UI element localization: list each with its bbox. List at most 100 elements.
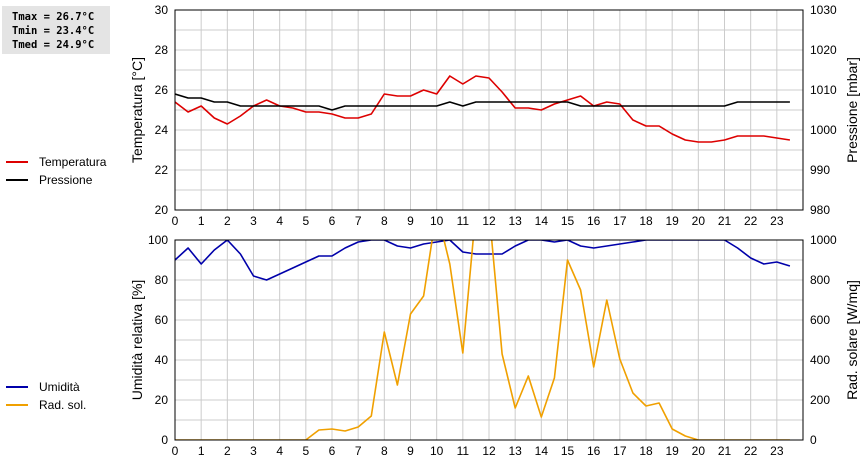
top-xtick-label: 13: [508, 214, 522, 228]
legend-item-rad-sol: Rad. sol.: [6, 396, 86, 414]
top-xtick-label: 23: [770, 214, 784, 228]
top-xtick-label: 14: [535, 214, 549, 228]
bottom-ytick-label: 80: [155, 273, 169, 287]
top-ylabel: Temperatura [°C]: [129, 57, 145, 163]
top-xtick-label: 2: [224, 214, 231, 228]
bottom-xtick-label: 6: [329, 444, 336, 458]
top-plot-frame: [174, 9, 804, 211]
top-y2tick-label: 980: [810, 203, 830, 217]
bottom-xtick-label: 5: [302, 444, 309, 458]
bottom-xtick-label: 15: [561, 444, 575, 458]
top-ytick-label: 26: [155, 83, 169, 97]
legend-top: Temperatura Pressione: [6, 153, 106, 189]
legend-label-temperatura: Temperatura: [39, 155, 107, 169]
top-ytick-label: 30: [155, 3, 169, 17]
bottom-xtick-label: 9: [407, 444, 414, 458]
top-xtick-label: 19: [665, 214, 679, 228]
top-xtick-label: 10: [430, 214, 444, 228]
top-xtick-label: 15: [561, 214, 575, 228]
top-xtick-label: 18: [639, 214, 653, 228]
bottom-xtick-label: 2: [224, 444, 231, 458]
top-xtick-label: 9: [407, 214, 414, 228]
bottom-ytick-label: 100: [148, 233, 168, 247]
top-y2tick-label: 1010: [810, 83, 837, 97]
bottom-series-rad-sol: [175, 240, 790, 440]
bottom-ytick-label: 0: [161, 433, 168, 447]
top-xtick-label: 17: [613, 214, 627, 228]
top-xtick-label: 3: [250, 214, 257, 228]
top-y2tick-label: 1000: [810, 123, 837, 137]
bottom-xtick-label: 14: [535, 444, 549, 458]
legend-label-umidita: Umidità: [39, 380, 80, 394]
bottom-xtick-label: 12: [482, 444, 496, 458]
top-xtick-label: 16: [587, 214, 601, 228]
top-xtick-label: 11: [457, 214, 470, 228]
bottom-y2tick-label: 400: [810, 353, 830, 367]
bottom-xtick-label: 18: [639, 444, 653, 458]
top-xtick-label: 4: [276, 214, 283, 228]
top-series-group: [175, 75, 791, 143]
bottom-ytick-label: 40: [155, 353, 169, 367]
top-xtick-label: 20: [692, 214, 706, 228]
top-y2tick-label: 1020: [810, 43, 837, 57]
bottom-xtick-label: 3: [250, 444, 257, 458]
legend-swatch-umidita: [6, 386, 28, 388]
bottom-xtick-label: 11: [457, 444, 470, 458]
top-xtick-label: 21: [718, 214, 732, 228]
top-ytick-label: 28: [155, 43, 169, 57]
top-ytick-label: 24: [155, 123, 169, 137]
bottom-y2tick-label: 1000: [810, 233, 837, 247]
bottom-series-umidit: [175, 240, 791, 281]
legend-item-temperatura: Temperatura: [6, 153, 106, 171]
bottom-xtick-label: 19: [665, 444, 679, 458]
bottom-xtick-label: 1: [198, 444, 205, 458]
top-xtick-label: 7: [355, 214, 362, 228]
top-xtick-label: 5: [302, 214, 309, 228]
top-series-pressione: [175, 93, 790, 111]
legend-swatch-rad-sol: [6, 404, 28, 406]
bottom-ylabel: Umidità relativa [%]: [129, 280, 145, 401]
top-xtick-label: 6: [329, 214, 336, 228]
top-ytick-label: 20: [155, 203, 169, 217]
top-y2tick-label: 990: [810, 163, 830, 177]
bottom-xtick-label: 17: [613, 444, 627, 458]
legend-item-pressione: Pressione: [6, 171, 106, 189]
top-ytick-label: 22: [155, 163, 169, 177]
top-xtick-label: 22: [744, 214, 758, 228]
bottom-xtick-label: 21: [718, 444, 732, 458]
top-y2tick-label: 1030: [810, 3, 837, 17]
stats-box: Tmax = 26.7°C Tmin = 23.4°C Tmed = 24.9°…: [2, 6, 110, 54]
bottom-y2tick-label: 800: [810, 273, 830, 287]
top-xtick-label: 8: [381, 214, 388, 228]
top-xtick-label: 1: [198, 214, 205, 228]
bottom-ytick-label: 20: [155, 393, 169, 407]
bottom-y2tick-label: 200: [810, 393, 830, 407]
stat-tmed: Tmed = 24.9°C: [12, 39, 95, 51]
legend-label-rad-sol: Rad. sol.: [39, 398, 87, 412]
legend-item-umidita: Umidità: [6, 378, 86, 396]
bottom-xtick-label: 13: [508, 444, 522, 458]
bottom-xtick-label: 0: [172, 444, 179, 458]
bottom-y2label: Rad. solare [W/mq]: [844, 280, 860, 400]
bottom-xtick-label: 20: [692, 444, 706, 458]
stat-tmin: Tmin = 23.4°C: [12, 25, 95, 37]
bottom-xtick-label: 8: [381, 444, 388, 458]
legend-swatch-temperatura: [6, 161, 28, 163]
legend-bottom: Umidità Rad. sol.: [6, 378, 86, 414]
top-series-temperatura: [175, 75, 791, 143]
bottom-plot-frame: [174, 239, 804, 441]
legend-label-pressione: Pressione: [39, 173, 93, 187]
top-y2label: Pressione [mbar]: [844, 57, 860, 163]
bottom-xtick-label: 10: [430, 444, 444, 458]
bottom-y2tick-label: 0: [810, 433, 817, 447]
top-xtick-label: 12: [482, 214, 496, 228]
bottom-y2tick-label: 600: [810, 313, 830, 327]
bottom-xtick-label: 22: [744, 444, 758, 458]
bottom-xtick-label: 16: [587, 444, 601, 458]
bottom-series-group: [175, 240, 791, 440]
bottom-ytick-label: 60: [155, 313, 169, 327]
top-xtick-label: 0: [172, 214, 179, 228]
